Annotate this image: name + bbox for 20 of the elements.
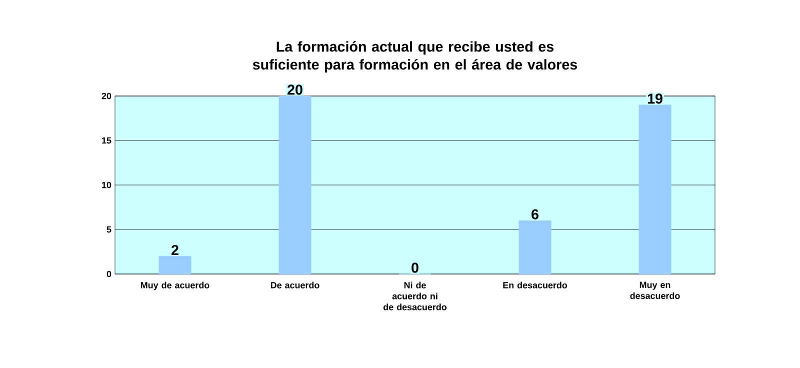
- y-tick-label: 5: [106, 226, 112, 233]
- x-tick-label: Muy en desacuerdo: [630, 282, 680, 299]
- y-tick-label: 15: [102, 137, 112, 144]
- y-tick-label: 10: [102, 182, 112, 188]
- y-tick-label: 0: [106, 270, 112, 278]
- data-label: 19: [648, 94, 662, 104]
- bar: [638, 104, 672, 274]
- x-tick-label: Ni de acuerdo ni de desacuerdo: [383, 282, 447, 310]
- data-label: 20: [288, 84, 302, 95]
- bar: [518, 220, 552, 274]
- data-label: 2: [172, 244, 178, 256]
- data-label: 6: [532, 209, 538, 220]
- y-tick-label: 20: [102, 92, 112, 100]
- x-tick-label: Muy de acuerdo: [140, 282, 210, 290]
- x-tick-label: De acuerdo: [270, 282, 320, 288]
- chart-title: La formación actual que recibe usted es suficiente para formación en el área de valores: [252, 41, 578, 73]
- bar: [158, 256, 192, 274]
- data-label: 0: [412, 262, 418, 273]
- x-tick-label: En desacuerdo: [503, 282, 568, 288]
- bar: [278, 96, 312, 274]
